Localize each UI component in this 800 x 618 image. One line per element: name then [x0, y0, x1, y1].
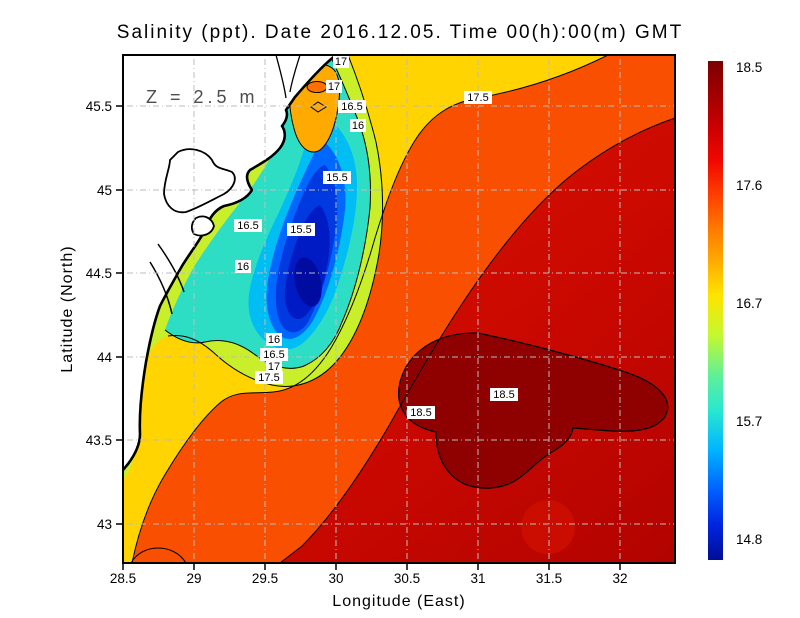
svg-text:15.5: 15.5 [290, 224, 311, 236]
contour-line-17 [167, 55, 384, 387]
svg-text:17: 17 [268, 361, 280, 373]
y-tick-label: 43 [97, 517, 112, 532]
contour-line-18 [279, 117, 675, 563]
contour-label: 17.5 [255, 371, 283, 384]
contour-17.5-closed-diamond [310, 101, 327, 113]
chart-title: Salinity (ppt). Date 2016.12.05. Time 00… [117, 22, 683, 43]
map-area: Z = 2.5 m [123, 55, 675, 563]
y-tick-label: 43.5 [86, 433, 112, 448]
contour-label: 16 [266, 333, 282, 346]
x-tick-label: 32 [612, 571, 627, 586]
svg-text:18.5: 18.5 [410, 407, 431, 419]
plot-frame [122, 54, 676, 564]
depth-annotation: Z = 2.5 m [146, 87, 259, 107]
y-tick-label: 44 [97, 350, 113, 365]
x-tick-label: 31.5 [536, 571, 562, 586]
svg-text:16.5: 16.5 [341, 101, 362, 113]
contour-label: 15.5 [323, 171, 351, 184]
contour-17.5-closed-ellipse [306, 81, 328, 93]
y-tick-label: 45.5 [86, 99, 112, 114]
contour-label: 18.5 [490, 388, 518, 401]
svg-text:17.5: 17.5 [467, 92, 488, 104]
contour-labels: 17 17 17.5 16.5 16 15.5 16.5 15.5 [234, 55, 518, 419]
contour-label: 17 [333, 55, 349, 68]
sea-lighter-red-spot [521, 500, 575, 554]
x-tick-label: 30.5 [394, 571, 420, 586]
x-tick-label: 30 [328, 571, 343, 586]
contour-label: 17.5 [464, 91, 492, 104]
contour-label: 16.5 [234, 219, 262, 232]
gridlines [123, 55, 675, 563]
x-axis-tick-labels: 28.5 29 29.5 30 30.5 31 31.5 32 [110, 571, 628, 586]
contour-label: 17 [326, 80, 342, 93]
y-tick-label: 45 [97, 183, 112, 198]
svg-text:17: 17 [335, 56, 347, 68]
high-salinity-pocket-18.5 [398, 332, 669, 489]
svg-text:17.5: 17.5 [258, 372, 279, 384]
delta-channels [275, 55, 301, 99]
svg-text:16: 16 [268, 334, 280, 346]
x-tick-label: 31 [470, 571, 485, 586]
svg-text:16: 16 [237, 261, 249, 273]
coastal-spits [149, 243, 185, 315]
svg-text:16: 16 [352, 120, 364, 132]
y-tick-label: 44.5 [86, 266, 112, 281]
svg-text:16.5: 16.5 [237, 220, 258, 232]
contour-label: 16.5 [338, 100, 366, 113]
contour-label: 16 [235, 260, 251, 273]
lagoons [163, 148, 236, 237]
contour-label: 15.5 [287, 223, 315, 236]
colorbar-gradient [708, 61, 723, 560]
svg-text:15.5: 15.5 [326, 172, 347, 184]
svg-text:17: 17 [328, 81, 340, 93]
contour-label: 18.5 [407, 406, 435, 419]
x-tick-label: 29 [186, 571, 201, 586]
svg-text:16.5: 16.5 [263, 349, 284, 361]
coastline [123, 55, 338, 472]
svg-text:18.5: 18.5 [493, 389, 514, 401]
salinity-plume-core-darkest [294, 257, 322, 307]
axis-ticks [116, 105, 621, 570]
contour-line-18-bottom-arc [130, 547, 187, 563]
colorbar-label: 14.8 [736, 532, 762, 547]
y-axis-title: Latitude (North) [59, 245, 76, 372]
colorbar: 18.5 17.6 16.7 15.7 14.8 [708, 60, 762, 560]
x-tick-label: 28.5 [110, 571, 136, 586]
x-axis-title: Longitude (East) [332, 593, 465, 610]
contour-label: 16.5 [260, 348, 288, 361]
y-axis-tick-labels: 45.5 45 44.5 44 43.5 43 [86, 99, 113, 532]
contour-label: 17 [266, 360, 282, 373]
colorbar-label: 16.7 [736, 296, 762, 311]
colorbar-label: 18.5 [736, 60, 762, 75]
x-tick-label: 29.5 [252, 571, 278, 586]
contour-label: 16 [350, 119, 366, 132]
colorbar-label: 17.6 [736, 178, 762, 193]
colorbar-label: 15.7 [736, 414, 762, 429]
